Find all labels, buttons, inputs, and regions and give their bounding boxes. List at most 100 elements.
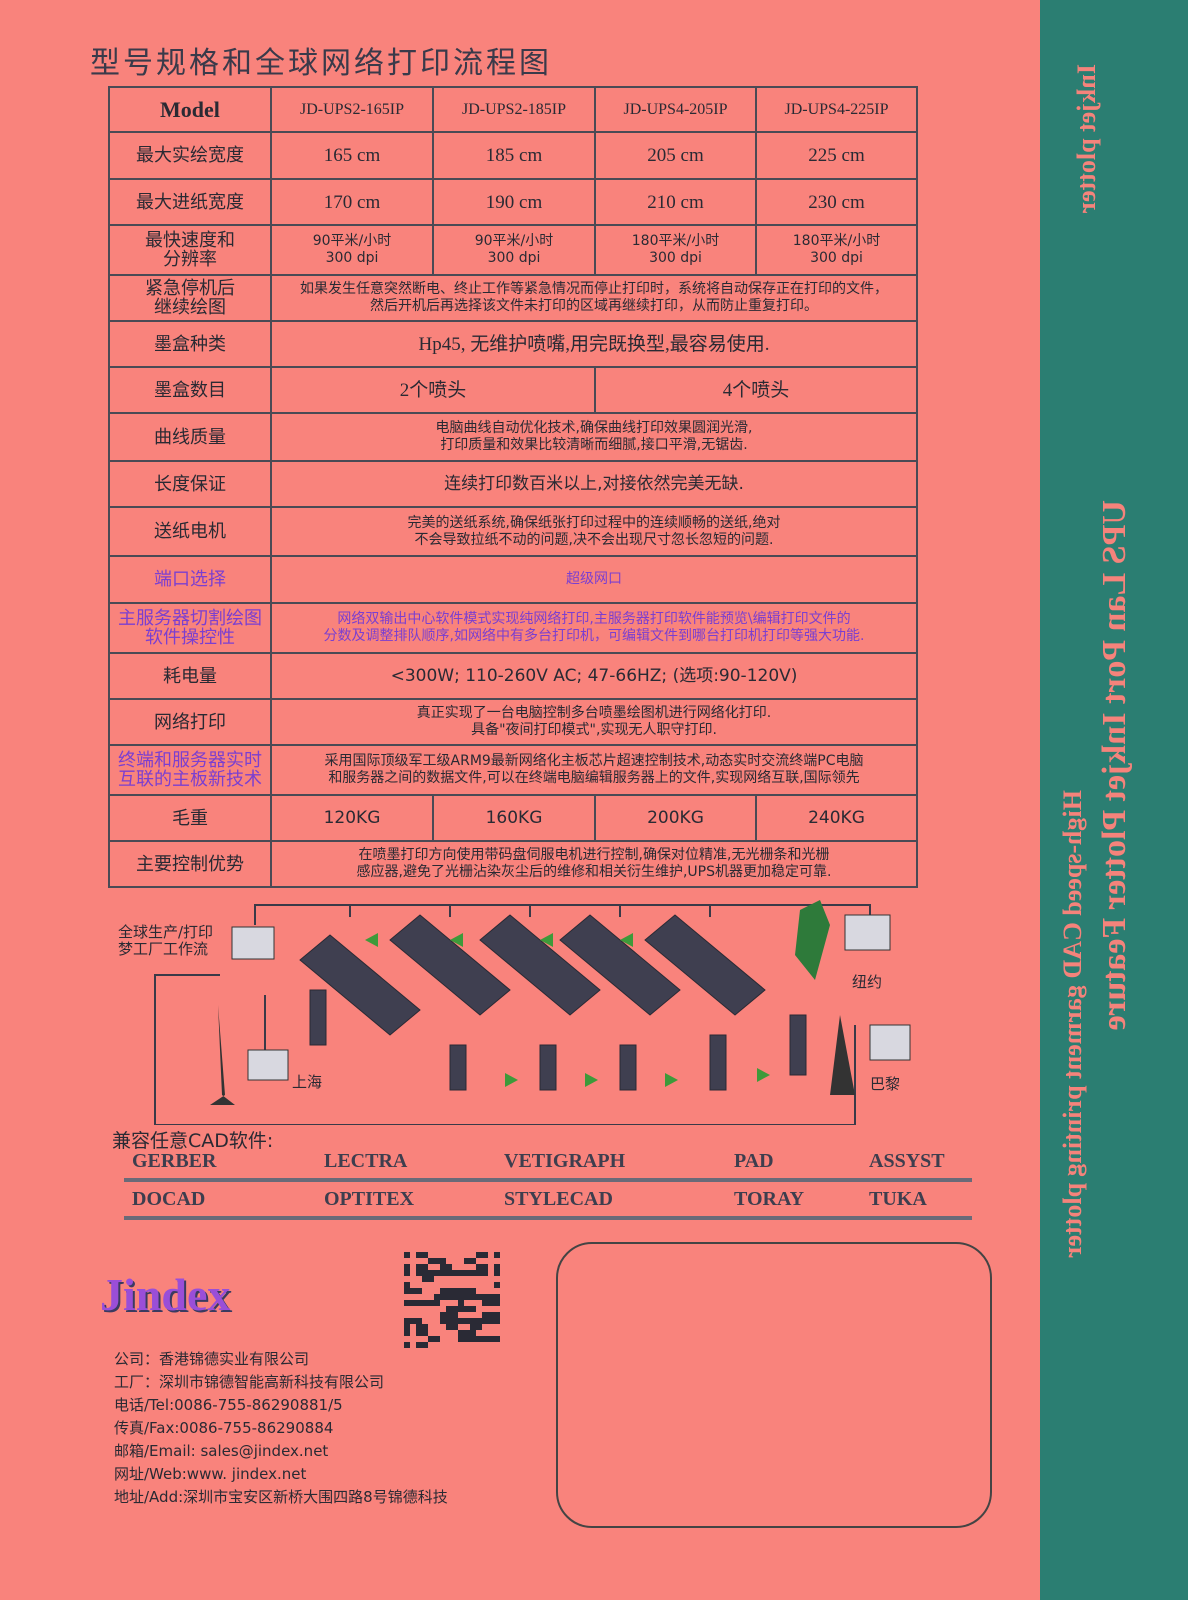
qr-module bbox=[446, 1324, 452, 1330]
contact-line: 传真/Fax:0086-755-86290884 bbox=[114, 1419, 334, 1437]
qr-module bbox=[434, 1270, 440, 1276]
side-sub-text: High-speed CAD garment printing plotter bbox=[1058, 790, 1087, 1258]
qr-module bbox=[416, 1342, 422, 1348]
qr-module bbox=[482, 1312, 488, 1318]
qr-module bbox=[464, 1288, 470, 1294]
qr-module bbox=[446, 1294, 452, 1300]
cad-row: DOCAD OPTITEX STYLECAD TORAY TUKA bbox=[124, 1186, 972, 1220]
qr-module bbox=[434, 1294, 440, 1300]
spec-row: 长度保证 连续打印数百米以上,对接依然完美无缺. bbox=[108, 460, 918, 508]
qr-module bbox=[410, 1318, 416, 1324]
cad-name: STYLECAD bbox=[504, 1188, 613, 1210]
qr-module bbox=[476, 1336, 482, 1342]
qr-module bbox=[464, 1330, 470, 1336]
spec-label: 长度保证 bbox=[108, 460, 272, 508]
qr-module bbox=[428, 1276, 434, 1282]
header-cell: JD-UPS4-205IP bbox=[594, 86, 757, 133]
qr-module bbox=[422, 1324, 428, 1330]
qr-module bbox=[404, 1282, 410, 1288]
qr-module bbox=[476, 1324, 482, 1330]
qr-module bbox=[494, 1336, 500, 1342]
spec-value: 4个喷头 bbox=[594, 366, 918, 414]
qr-module bbox=[446, 1312, 452, 1318]
spec-value: 90平米/小时 300 dpi bbox=[270, 224, 434, 276]
qr-module bbox=[452, 1324, 458, 1330]
spec-value: 120KG bbox=[270, 794, 434, 842]
spec-value: 230 cm bbox=[755, 178, 918, 226]
spec-value: 180平米/小时 300 dpi bbox=[755, 224, 918, 276]
qr-module bbox=[464, 1270, 470, 1276]
qr-module bbox=[416, 1270, 422, 1276]
cad-name: LECTRA bbox=[324, 1150, 408, 1172]
spec-row: 墨盒数目 2个喷头 4个喷头 bbox=[108, 366, 918, 414]
side-top-text: Inkjet plotter bbox=[1072, 64, 1101, 214]
spec-value: 采用国际顶级军工级ARM9最新网络化主板芯片超速控制技术,动态实时交流终端PC电… bbox=[270, 744, 918, 796]
spec-label: 紧急停机后 继续绘图 bbox=[108, 274, 272, 322]
cad-name: OPTITEX bbox=[324, 1188, 415, 1210]
qr-module bbox=[434, 1336, 440, 1342]
qr-module bbox=[428, 1270, 434, 1276]
paris-label: 巴黎 bbox=[870, 1075, 901, 1093]
qr-module bbox=[434, 1258, 440, 1264]
qr-module bbox=[464, 1318, 470, 1324]
qr-module bbox=[410, 1300, 416, 1306]
qr-module bbox=[416, 1330, 422, 1336]
spec-row: 最快速度和 分辨率 90平米/小时 300 dpi 90平米/小时 300 dpi 1… bbox=[108, 224, 918, 276]
spec-value: 225 cm bbox=[755, 131, 918, 180]
qr-module bbox=[416, 1300, 422, 1306]
spec-label: 主服务器切割绘图 软件操控性 bbox=[108, 602, 272, 654]
spec-row: 主要控制优势 在喷墨打印方向使用带码盘伺服电机进行控制,确保对位精准,无光栅条和光… bbox=[108, 840, 918, 888]
qr-module bbox=[494, 1264, 500, 1270]
contact-line: 电话/Tel:0086-755-86290881/5 bbox=[114, 1396, 343, 1414]
qr-module bbox=[416, 1324, 422, 1330]
contact-line: 网址/Web:www. jindex.net bbox=[114, 1465, 307, 1483]
qr-module bbox=[452, 1312, 458, 1318]
spec-value: 90平米/小时 300 dpi bbox=[432, 224, 596, 276]
spec-label: 端口选择 bbox=[108, 555, 272, 604]
spec-value: 200KG bbox=[594, 794, 757, 842]
qr-module bbox=[416, 1252, 422, 1258]
qr-module bbox=[404, 1252, 410, 1258]
qr-module bbox=[488, 1300, 494, 1306]
spec-value: <300W; 110-260V AC; 47-66HZ; (选项:90-120V… bbox=[270, 652, 918, 700]
qr-module bbox=[404, 1288, 410, 1294]
spec-label: 墨盒种类 bbox=[108, 320, 272, 368]
qr-module bbox=[458, 1330, 464, 1336]
spec-label: 最大进纸宽度 bbox=[108, 178, 272, 226]
cad-name: PAD bbox=[734, 1150, 774, 1172]
qr-module bbox=[428, 1258, 434, 1264]
qr-module bbox=[470, 1294, 476, 1300]
spec-value: 电脑曲线自动优化技术,确保曲线打印效果圆润光滑, 打印质量和效果比较清晰而细腻,… bbox=[270, 412, 918, 462]
cad-name: TUKA bbox=[869, 1188, 927, 1210]
qr-module bbox=[494, 1318, 500, 1324]
spec-label: 主要控制优势 bbox=[108, 840, 272, 888]
spec-value: 连续打印数百米以上,对接依然完美无缺. bbox=[270, 460, 918, 508]
qr-module bbox=[470, 1324, 476, 1330]
qr-module bbox=[458, 1318, 464, 1324]
qr-module bbox=[482, 1294, 488, 1300]
qr-module bbox=[446, 1318, 452, 1324]
qr-module bbox=[410, 1288, 416, 1294]
qr-module bbox=[440, 1318, 446, 1324]
spec-value: 如果发生任意突然断电、终止工作等紧急情况而停止打印时，系统将自动保存正在打印的文… bbox=[270, 274, 918, 322]
cad-name: ASSYST bbox=[869, 1150, 945, 1172]
spec-value: 网络双输出中心软件模式实现纯网络打印,主服务器打印软件能预览\编辑打印文件的 分… bbox=[270, 602, 918, 654]
qr-module bbox=[470, 1330, 476, 1336]
spec-value: 170 cm bbox=[270, 178, 434, 226]
spec-label: 网络打印 bbox=[108, 698, 272, 746]
spec-row: 墨盒种类 Hp45, 无维护喷嘴,用完既换型,最容易使用. bbox=[108, 320, 918, 368]
qr-module bbox=[422, 1270, 428, 1276]
qr-module bbox=[446, 1306, 452, 1312]
qr-module bbox=[428, 1300, 434, 1306]
qr-module bbox=[458, 1300, 464, 1306]
spec-value: Hp45, 无维护喷嘴,用完既换型,最容易使用. bbox=[270, 320, 918, 368]
qr-module bbox=[440, 1270, 446, 1276]
qr-module bbox=[494, 1252, 500, 1258]
workflow-label: 全球生产/打印 梦工厂工作流 bbox=[118, 923, 214, 958]
contact-line: 地址/Add:深圳市宝安区新桥大围四路8号锦德科技 bbox=[114, 1488, 448, 1506]
header-cell: JD-UPS4-225IP bbox=[755, 86, 918, 133]
contact-line: 公司：香港锦德实业有限公司 bbox=[114, 1350, 310, 1368]
qr-module bbox=[446, 1264, 452, 1270]
qr-module bbox=[422, 1276, 428, 1282]
newyork-label: 纽约 bbox=[852, 973, 883, 991]
